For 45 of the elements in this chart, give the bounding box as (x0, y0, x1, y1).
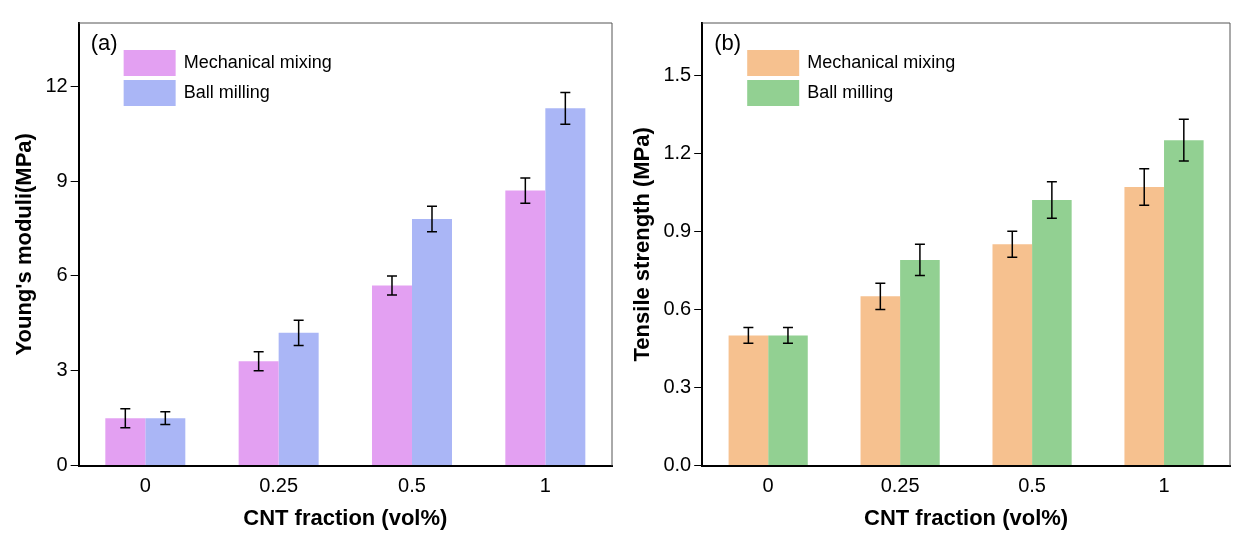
x-tick-label: 0.5 (1018, 474, 1046, 497)
x-tick-label: 1 (1158, 474, 1170, 497)
legend-label: Mechanical mixing (183, 51, 332, 72)
bar (1124, 187, 1165, 466)
bar (768, 335, 808, 466)
legend-label: Mechanical mixing (807, 51, 956, 72)
x-tick-label: 0.25 (259, 474, 299, 497)
y-tick-label: 3 (56, 358, 68, 381)
y-tick-label: 0 (56, 453, 68, 476)
x-tick-label: 0 (762, 474, 774, 497)
bar (545, 108, 586, 466)
y-tick-label: 0.0 (663, 453, 692, 476)
legend-label: Ball milling (807, 81, 894, 102)
x-axis-title: CNT fraction (vol%) (864, 504, 1069, 530)
x-tick-label: 0 (139, 474, 151, 497)
y-tick-label: 0.6 (663, 296, 692, 319)
bar (371, 285, 412, 466)
annotation: (a) (90, 30, 118, 56)
y-axis-title: Tensile strength (MPa) (629, 127, 655, 362)
bar (411, 219, 452, 466)
bar (505, 190, 546, 466)
y-tick-label: 1.5 (663, 62, 692, 85)
bar (992, 244, 1033, 466)
bar (860, 296, 901, 466)
x-tick-label: 0.25 (880, 474, 920, 497)
y-tick-label: 1.2 (663, 140, 692, 163)
bar (1164, 140, 1204, 466)
legend-label: Ball milling (183, 81, 270, 102)
bar (728, 335, 769, 466)
bar (105, 418, 146, 466)
bar (1032, 200, 1072, 466)
x-tick-label: 1 (539, 474, 551, 497)
x-tick-label: 0.5 (398, 474, 426, 497)
annotation: (b) (714, 30, 742, 56)
bar (278, 332, 319, 466)
x-axis-title: CNT fraction (vol%) (243, 504, 448, 530)
y-tick-label: 0.3 (663, 375, 692, 398)
y-tick-label: 9 (56, 168, 68, 191)
y-tick-label: 0.9 (663, 218, 692, 241)
y-tick-label: 12 (45, 73, 68, 96)
bar (145, 418, 186, 466)
y-axis-title: Young's moduli(MPa) (11, 133, 37, 356)
y-tick-label: 6 (56, 263, 68, 286)
bar (900, 259, 940, 466)
bar (238, 361, 279, 466)
